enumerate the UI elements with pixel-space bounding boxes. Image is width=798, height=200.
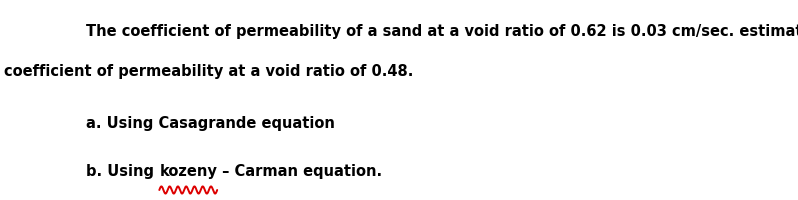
Text: b. Using: b. Using [86,164,160,179]
Text: – Carman equation.: – Carman equation. [217,164,382,179]
Text: The coefficient of permeability of a sand at a void ratio of 0.62 is 0.03 cm/sec: The coefficient of permeability of a san… [86,24,798,39]
Text: a. Using Casagrande equation: a. Using Casagrande equation [86,116,335,131]
Text: kozeny: kozeny [160,164,217,179]
Text: coefficient of permeability at a void ratio of 0.48.: coefficient of permeability at a void ra… [4,64,413,79]
